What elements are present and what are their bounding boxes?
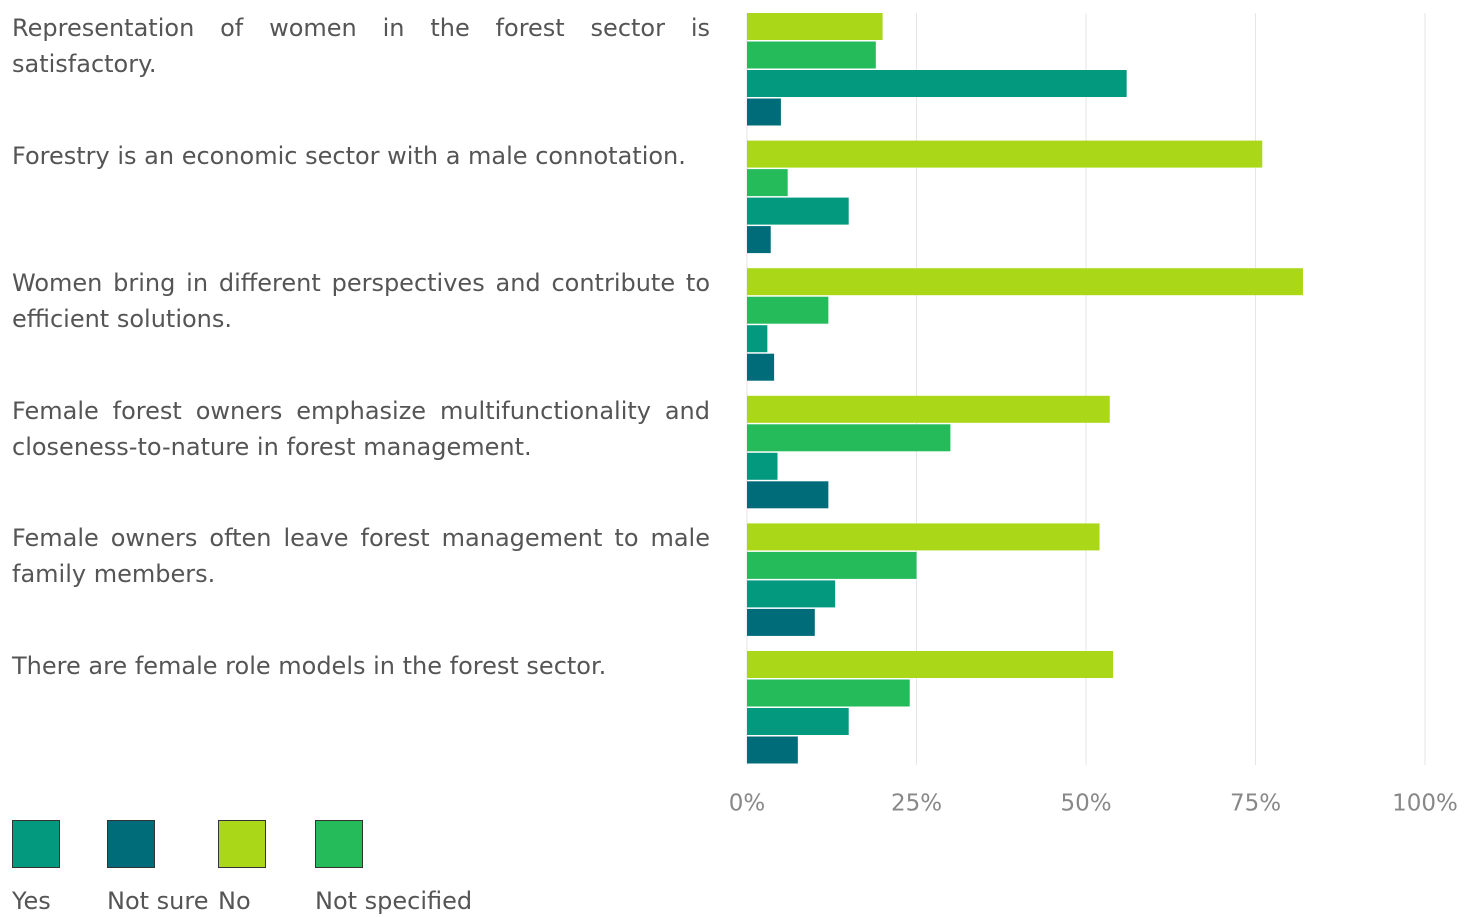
- legend-swatch: [107, 820, 155, 868]
- bar: [747, 140, 1263, 168]
- bar: [747, 736, 798, 764]
- bar: [747, 481, 829, 509]
- legend-label: Yes: [11, 887, 51, 915]
- category-label: Representation of women in the forest se…: [12, 14, 710, 78]
- bar: [747, 98, 781, 126]
- x-tick-label: 100%: [1392, 791, 1458, 817]
- category-label: Forestry is an economic sector with a ma…: [12, 141, 686, 170]
- category-label: Women bring in different perspectives an…: [12, 269, 710, 334]
- bar: [747, 296, 829, 324]
- legend-label: Not sure: [107, 887, 209, 915]
- bar: [747, 268, 1303, 296]
- legend-label: No: [218, 887, 251, 915]
- bar: [747, 679, 910, 707]
- bar: [747, 325, 768, 353]
- legend-label: Not specified: [315, 887, 472, 915]
- bar: [747, 580, 836, 608]
- bar: [747, 452, 778, 480]
- bar: [747, 523, 1100, 551]
- category-label: Female owners often leave forest managem…: [12, 524, 710, 589]
- bar: [747, 169, 788, 197]
- bar: [747, 424, 951, 452]
- bar: [747, 708, 849, 735]
- bar: [747, 608, 815, 636]
- bar: [747, 197, 849, 225]
- bar: [747, 41, 876, 69]
- bar: [747, 226, 771, 254]
- category-label: There are female role models in the fore…: [12, 652, 607, 680]
- bar: [747, 70, 1127, 97]
- bar: [747, 13, 883, 40]
- legend-swatch: [12, 820, 60, 868]
- x-tick-label: 75%: [1230, 791, 1281, 817]
- x-tick-label: 25%: [891, 791, 942, 817]
- legend-swatch: [218, 820, 266, 868]
- x-tick-label: 50%: [1060, 791, 1111, 817]
- bar: [747, 353, 775, 381]
- bar: [747, 651, 1114, 678]
- bar: [747, 395, 1110, 423]
- legend-swatch: [315, 820, 363, 868]
- category-label: Female forest owners emphasize multifunc…: [12, 396, 710, 461]
- x-tick-label: 0%: [729, 791, 766, 817]
- bar: [747, 551, 917, 579]
